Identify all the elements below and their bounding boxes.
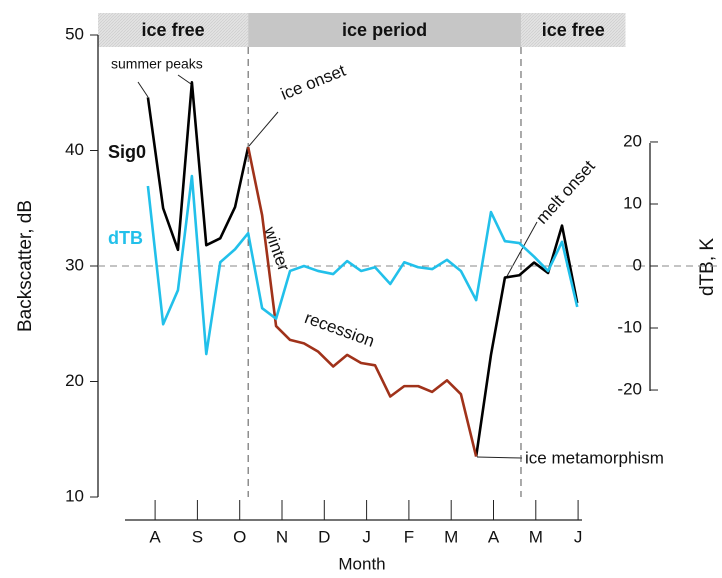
annotation: recession <box>302 308 377 351</box>
x-tick-label: J <box>362 527 371 546</box>
x-tick-label: J <box>574 527 583 546</box>
x-tick-label: A <box>488 527 500 546</box>
y2-tick-label: 0 <box>633 255 642 274</box>
series-line <box>146 174 579 356</box>
x-tick-label: D <box>318 527 330 546</box>
series-line <box>146 81 250 252</box>
x-tick-label: F <box>404 527 414 546</box>
y-tick-label: 20 <box>65 371 84 390</box>
period-label: ice free <box>142 20 205 40</box>
y-tick-label: 10 <box>65 486 84 505</box>
period-band <box>248 13 521 47</box>
x-tick-label: N <box>276 527 288 546</box>
x-tick-label: O <box>233 527 246 546</box>
annotation: summer peaks <box>111 56 203 72</box>
leader <box>476 456 523 459</box>
x-tick-label: S <box>192 527 203 546</box>
legend-dtb: dTB <box>108 228 143 248</box>
x-tick-label: M <box>529 527 543 546</box>
x-tick-label: M <box>444 527 458 546</box>
leader <box>137 81 149 98</box>
annotation: melt onset <box>532 156 599 227</box>
x-axis-title: Month <box>338 554 385 573</box>
leader <box>177 74 192 85</box>
y2-tick-label: 20 <box>623 131 642 150</box>
x-tick-label: A <box>149 527 161 546</box>
series-line <box>474 224 579 457</box>
y-tick-label: 40 <box>65 140 84 159</box>
y2-axis-title: dTB, K <box>697 238 718 296</box>
y2-tick-label: -10 <box>617 317 642 336</box>
legend-sig0: Sig0 <box>108 142 146 162</box>
annotation: ice metamorphism <box>525 448 664 467</box>
y-tick-label: 50 <box>65 24 84 43</box>
period-band <box>98 13 249 47</box>
y-axis-title: Backscatter, dB <box>15 200 36 332</box>
leader <box>505 221 538 279</box>
y2-tick-label: 10 <box>623 193 642 212</box>
leader <box>248 111 279 147</box>
y-tick-label: 30 <box>65 255 84 274</box>
series-line <box>246 146 478 457</box>
period-band <box>520 13 626 47</box>
annotation: ice onset <box>278 61 348 104</box>
y2-tick-label: -20 <box>617 380 642 399</box>
period-label: ice free <box>542 20 605 40</box>
period-label: ice period <box>342 20 427 40</box>
